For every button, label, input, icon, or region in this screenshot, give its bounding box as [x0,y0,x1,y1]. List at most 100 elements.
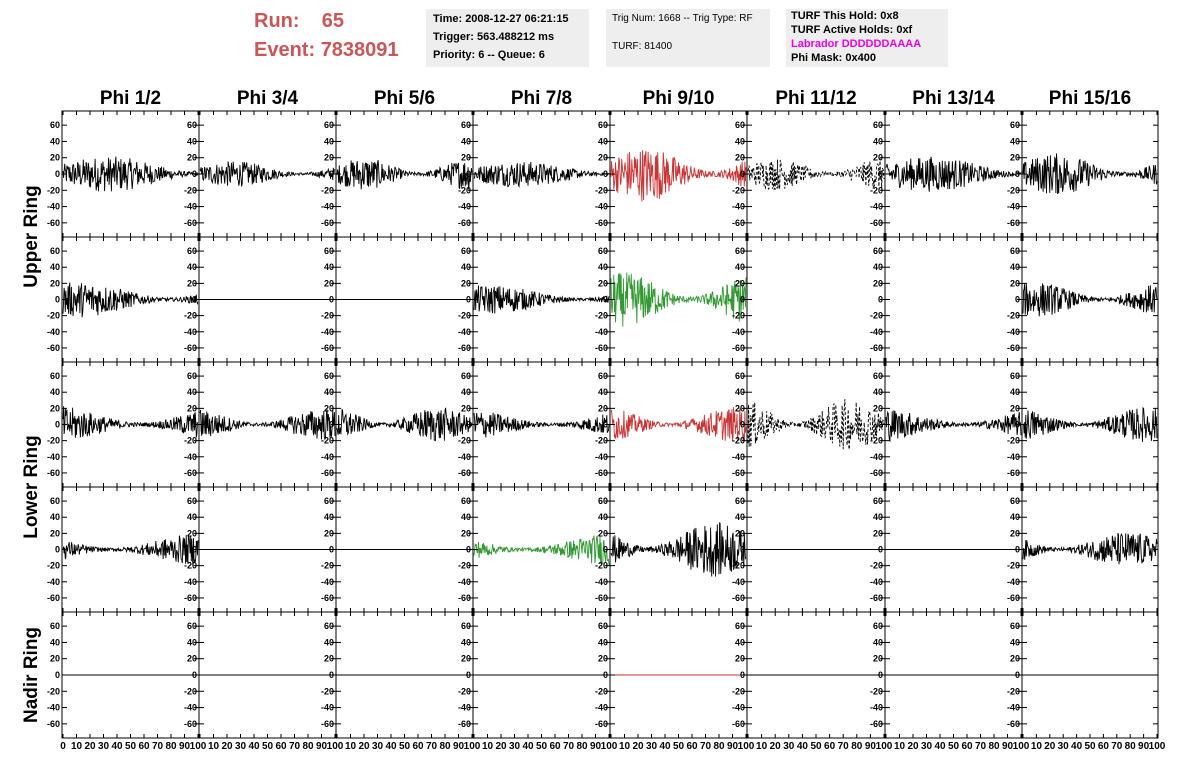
y-tick-label: 0 [603,545,608,555]
x-tick-label: 60 [1098,741,1110,752]
y-tick-label: 0 [55,295,60,305]
y-tick-label: -20 [458,311,471,321]
x-tick-label: 60 [824,741,836,752]
y-tick-label: 60 [461,246,471,256]
y-tick-label: 0 [192,670,197,680]
y-tick-label: 0 [603,295,608,305]
y-tick-label: 0 [740,420,745,430]
y-tick-label: 20 [598,278,608,288]
y-tick-label: 0 [603,169,608,179]
y-tick-label: 0 [466,295,471,305]
y-tick-label: 0 [878,420,883,430]
y-tick-label: 0 [192,169,197,179]
x-tick-label: 80 [713,741,725,752]
waveform-trace [62,282,199,318]
y-tick-label: -40 [870,327,883,337]
x-tick-label: 100 [738,741,755,752]
trig-num-text: Trig Num: 1668 -- Trig Type: RF [612,13,753,24]
y-tick-label: 20 [735,403,745,413]
y-tick-label: 40 [598,637,608,647]
event-label-text: Event: [254,39,316,61]
y-tick-label: 0 [329,169,334,179]
y-tick-label: 0 [329,420,334,430]
x-tick-label: 20 [221,741,233,752]
y-tick-label: 0 [55,670,60,680]
y-tick-label: -20 [321,185,334,195]
y-tick-label: -40 [595,577,608,587]
y-tick-label: 0 [740,545,745,555]
y-tick-label: -40 [870,577,883,587]
y-tick-label: 20 [461,278,471,288]
y-tick-label: -20 [1007,185,1020,195]
y-tick-label: -40 [458,452,471,462]
y-tick-label: 20 [735,278,745,288]
phi-mask-text: Phi Mask: 0x400 [791,52,876,64]
y-tick-label: 0 [878,545,883,555]
y-tick-label: 60 [1010,371,1020,381]
y-tick-label: -60 [1007,593,1020,603]
y-tick-label: -60 [47,593,60,603]
y-tick-label: 60 [187,246,197,256]
y-tick-label: -40 [732,202,745,212]
x-tick-label: 10 [894,741,906,752]
y-tick-label: 0 [466,670,471,680]
y-tick-label: -60 [458,468,471,478]
y-tick-label: -60 [732,719,745,729]
y-tick-label: -40 [184,577,197,587]
turf-info-box: TURF This Hold: 0x8 TURF Active Holds: 0… [786,9,948,67]
column-header: Phi 11/12 [775,88,856,109]
y-tick-label: -60 [458,343,471,353]
x-tick-label: 50 [536,741,548,752]
y-tick-label: -60 [458,593,471,603]
y-tick-label: 60 [1010,246,1020,256]
x-tick-label: 60 [138,741,150,752]
y-tick-label: 60 [324,496,334,506]
waveform-trace [473,534,610,566]
y-tick-label: -20 [458,686,471,696]
x-tick-label: 40 [248,741,260,752]
y-tick-label: 40 [735,136,745,146]
x-tick-label: 20 [632,741,644,752]
y-tick-label: 60 [461,621,471,631]
y-tick-label: 20 [324,528,334,538]
y-tick-label: 20 [598,528,608,538]
y-tick-label: 20 [50,278,60,288]
y-tick-label: -60 [47,343,60,353]
y-tick-label: -20 [732,311,745,321]
y-tick-label: -20 [47,686,60,696]
y-tick-label: -60 [595,468,608,478]
y-tick-label: 0 [1015,545,1020,555]
y-tick-label: 60 [598,120,608,130]
y-tick-label: 40 [461,262,471,272]
y-tick-label: -60 [321,343,334,353]
y-tick-label: 40 [873,136,883,146]
x-tick-label: 100 [1149,741,1166,752]
y-tick-label: -60 [870,218,883,228]
column-header: Phi 3/4 [237,88,299,109]
y-tick-label: 40 [598,512,608,522]
y-tick-label: -60 [184,593,197,603]
y-tick-label: 20 [324,403,334,413]
y-tick-label: -20 [1007,436,1020,446]
y-tick-label: 20 [324,654,334,664]
waveform-trace [473,412,610,438]
x-tick-label: 70 [1111,741,1123,752]
run-label: Run: 65 [254,10,344,33]
y-tick-label: 60 [735,120,745,130]
y-tick-label: 40 [873,637,883,647]
y-tick-label: 40 [50,637,60,647]
x-tick-label: 50 [673,741,685,752]
y-tick-label: -60 [870,593,883,603]
y-tick-label: -40 [595,703,608,713]
y-tick-label: 0 [329,295,334,305]
x-tick-label: 70 [700,741,712,752]
y-tick-label: 20 [1010,153,1020,163]
x-tick-label: 10 [208,741,220,752]
y-tick-label: -60 [458,719,471,729]
column-header: Phi 13/14 [912,88,995,109]
y-tick-label: 0 [329,670,334,680]
x-tick-label: 70 [289,741,301,752]
y-tick-label: 60 [50,120,60,130]
y-tick-label: -20 [732,686,745,696]
